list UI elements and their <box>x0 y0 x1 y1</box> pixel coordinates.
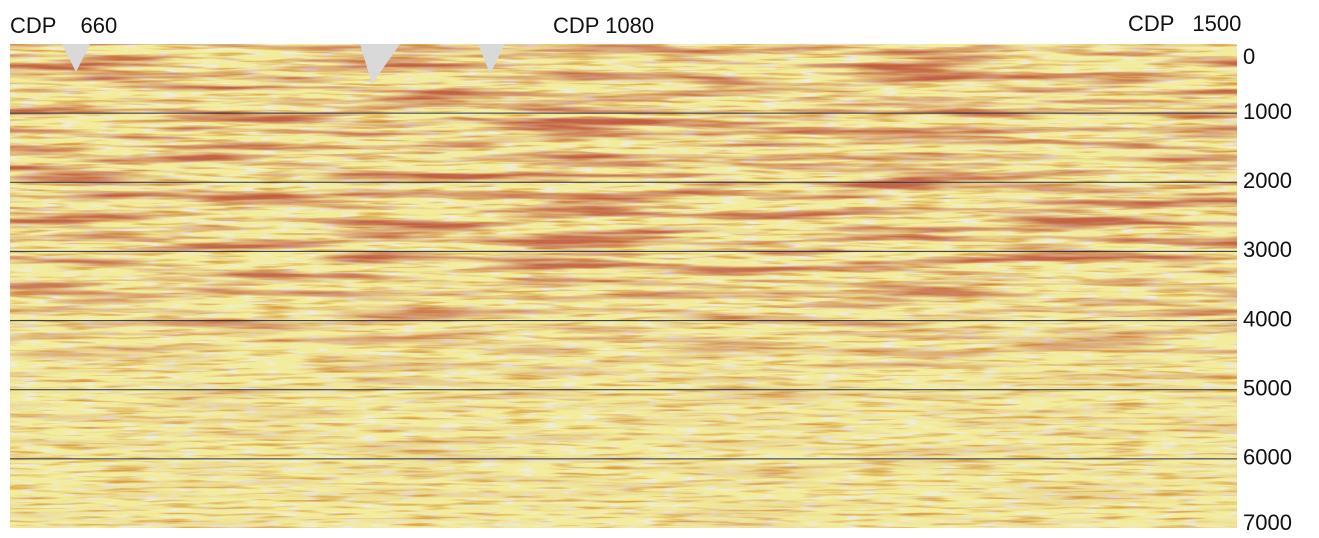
depth-tick-label: 2000 <box>1243 168 1292 193</box>
depth-tick-label: 6000 <box>1243 445 1292 470</box>
depth-tick-label: 1000 <box>1243 99 1292 124</box>
cdp-label: CDP 660 <box>10 13 117 38</box>
seismic-section <box>10 44 1237 528</box>
depth-tick-label: 7000 <box>1243 510 1292 535</box>
cdp-label: CDP 1080 <box>553 13 654 38</box>
depth-grid <box>10 112 1237 460</box>
depth-tick-label: 5000 <box>1243 376 1292 401</box>
depth-tick-label: 3000 <box>1243 237 1292 262</box>
depth-tick-label: 0 <box>1243 44 1255 69</box>
labels: CDP 660 CDP 1080 CDP 1500 0 1000 2000 3000 4… <box>10 11 1292 535</box>
cdp-label: CDP 1500 <box>1128 11 1241 36</box>
depth-tick-label: 4000 <box>1243 306 1292 331</box>
